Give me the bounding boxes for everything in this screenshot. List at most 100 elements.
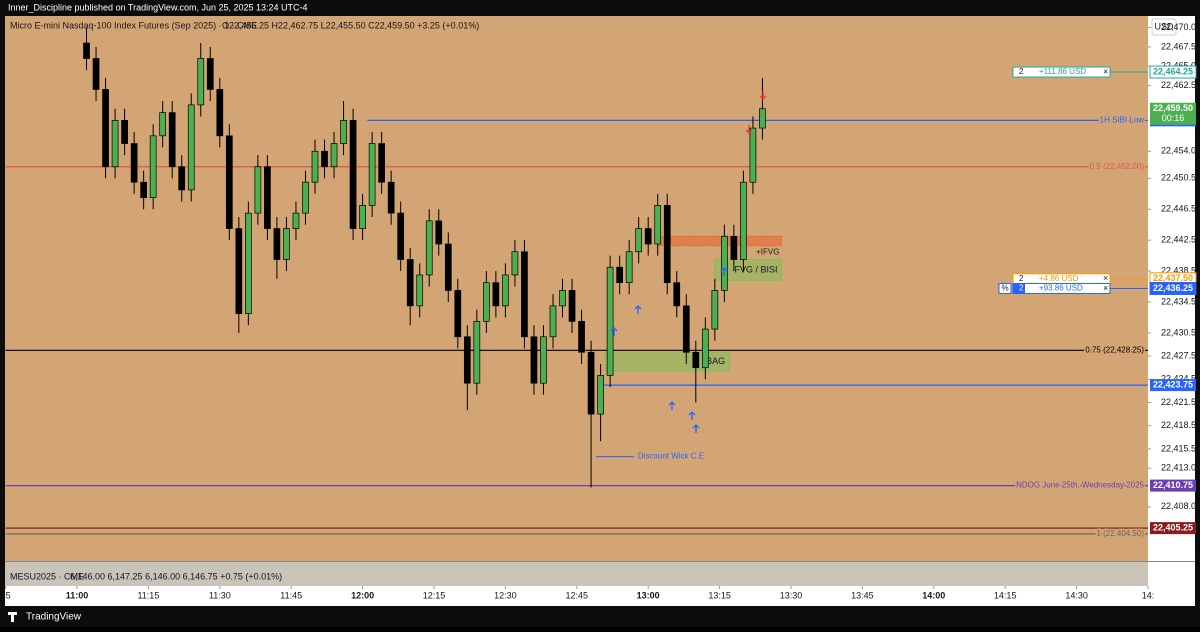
candle-body — [749, 127, 757, 183]
order-prefix-box — [998, 282, 1012, 294]
candle-body — [92, 58, 100, 90]
candle-body — [711, 290, 719, 330]
candle-body — [663, 205, 671, 284]
candle-body — [130, 143, 138, 183]
countdown: 00:16 — [1162, 113, 1185, 123]
candle-body — [492, 282, 500, 307]
axis-price-box — [1150, 522, 1196, 535]
order-prefix: % — [1001, 284, 1008, 293]
candle-body — [254, 166, 262, 214]
candle-body — [606, 266, 614, 376]
x-tick-label: 12:45 — [566, 590, 589, 600]
candle-body — [435, 220, 443, 245]
y-tick-label: 22,454.00 — [1161, 146, 1200, 156]
order-pnl: +93.86 USD — [1039, 284, 1083, 293]
candle-body — [587, 351, 595, 415]
x-tick-label: 13:15 — [708, 590, 731, 600]
y-tick-label: 22,415.50 — [1161, 443, 1200, 453]
axis-order-box — [1149, 65, 1197, 79]
zone — [657, 235, 782, 247]
candle-body — [635, 228, 643, 253]
level-text: 0.5 (22,452.00) — [1090, 162, 1145, 171]
candle-body — [378, 143, 385, 183]
candle-body — [559, 290, 566, 307]
axis-order-label: 22,464.25 — [1153, 66, 1193, 76]
order-close[interactable]: × — [1103, 66, 1108, 76]
x-tick-label: 13:30 — [780, 590, 803, 600]
candle-body — [349, 120, 357, 229]
candle-body — [359, 205, 366, 229]
y-tick-label: 22,470.00 — [1161, 22, 1200, 32]
candle-body — [578, 320, 585, 353]
candle-body — [330, 143, 338, 168]
order-close[interactable]: × — [1103, 283, 1108, 293]
x-tick-label: 45 — [1, 590, 11, 600]
level-text: 0.75 (22,428.25) — [1085, 345, 1144, 354]
y-tick-label: 22,442.50 — [1161, 235, 1200, 245]
candle-body — [502, 274, 509, 307]
currency-button[interactable] — [1151, 18, 1177, 36]
x-tick-label: 14:30 — [1065, 590, 1088, 600]
x-tick-label: 12:00 — [351, 590, 374, 600]
order-qty: 2 — [1019, 67, 1024, 76]
candle-body — [730, 235, 738, 260]
main-pane — [5, 16, 1148, 561]
candle-body — [444, 243, 452, 291]
candle-body — [292, 212, 300, 229]
order-close[interactable]: × — [1103, 273, 1108, 283]
y-tick-label: 22,427.50 — [1161, 350, 1200, 360]
candle-body — [235, 228, 243, 314]
axis-price-label: 22,405.25 — [1153, 522, 1193, 532]
candle-body — [111, 120, 119, 168]
candle-body — [159, 112, 167, 137]
candle-body — [540, 336, 547, 384]
y-tick-label: 22,438.50 — [1161, 265, 1200, 275]
candle-body — [759, 108, 766, 129]
y-tick-label: 22,430.50 — [1161, 327, 1200, 337]
order-pnl: +4.86 USD — [1039, 274, 1079, 283]
candle-body — [397, 212, 405, 260]
candle-body — [140, 181, 147, 199]
y-tick-label: 22,434.50 — [1161, 296, 1200, 306]
y-tick-label: 22,462.50 — [1161, 80, 1200, 90]
sub-symbol: MESU2025 · CME — [10, 571, 84, 581]
order-box — [1012, 66, 1111, 78]
candle-body — [425, 220, 433, 276]
y-tick-label: 22,424.50 — [1161, 374, 1200, 384]
last-price-box — [1150, 102, 1196, 125]
x-tick-label: 14:15 — [994, 590, 1017, 600]
candle-body — [340, 120, 347, 144]
axis-order-label: 22,436.25 — [1153, 283, 1193, 293]
level-text: NDOG June 25th, Wednesday 2025 — [1016, 481, 1144, 490]
level-text: 1H SIBI Low — [1100, 115, 1145, 124]
axis-price-label: 22,423.75 — [1153, 379, 1193, 389]
y-tick-label: 22,408.00 — [1161, 501, 1200, 511]
x-tick-label: 13:45 — [851, 590, 874, 600]
candle-body — [549, 305, 557, 338]
candle-body — [721, 235, 728, 291]
candle-body — [178, 166, 186, 191]
candle-body — [568, 290, 576, 322]
axis-order-box — [1149, 281, 1197, 295]
candle-body — [273, 228, 281, 260]
zone — [714, 258, 782, 281]
footer-brand: TradingView — [26, 612, 82, 623]
candle-body — [216, 89, 224, 137]
candle-body — [473, 320, 481, 384]
x-tick-label: 13:00 — [637, 590, 660, 600]
candle-body — [387, 181, 395, 214]
candle-body — [283, 228, 290, 260]
order-qty-box — [1013, 283, 1025, 294]
y-tick-label: 22,450.50 — [1161, 173, 1200, 183]
order-qty: 2 — [1019, 274, 1024, 283]
symbol-title: Micro E-mini Nasdaq-100 Index Futures (S… — [10, 20, 257, 30]
currency[interactable]: USD — [1154, 21, 1174, 31]
ohlc: O22,456.25 H22,462.75 L22,455.50 C22,459… — [222, 20, 479, 30]
candle-body — [321, 150, 328, 168]
candle-body — [264, 166, 271, 229]
candle-body — [121, 120, 128, 144]
x-tick-label: 11:00 — [66, 590, 89, 600]
candle-body — [368, 143, 376, 206]
